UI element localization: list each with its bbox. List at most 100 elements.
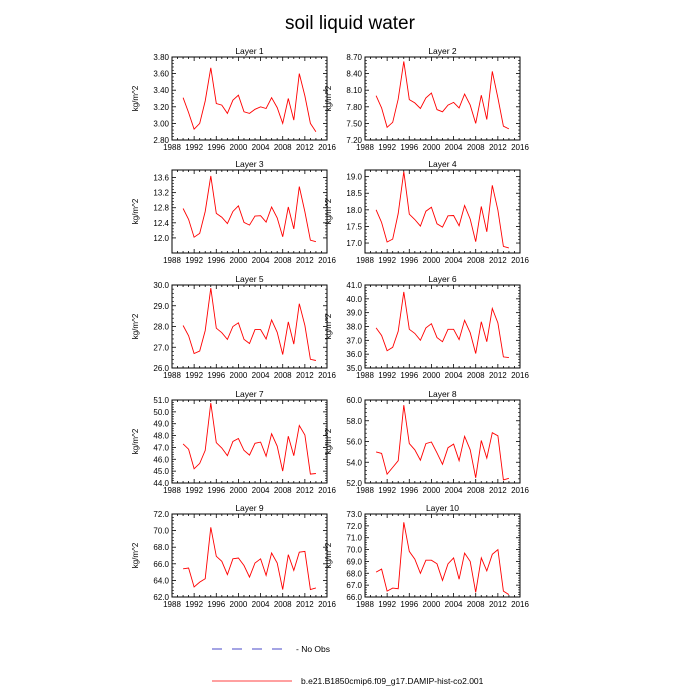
y-axis-label: kg/m^2: [324, 198, 333, 224]
x-tick-label: 1996: [400, 143, 418, 152]
x-tick-label: 1992: [185, 600, 203, 609]
x-tick-label: 2008: [467, 371, 485, 380]
y-tick-label: 7.50: [346, 119, 362, 128]
x-tick-label: 1992: [378, 143, 396, 152]
x-tick-label: 2012: [489, 143, 507, 152]
x-tick-label: 1996: [207, 486, 225, 495]
panel-layer-9: Layer 9 kg/m^2 1988 1992 1996 2000 2004 2008 201…: [131, 503, 336, 609]
x-tick-label: 2000: [230, 143, 248, 152]
y-tick-label: 71.0: [346, 534, 362, 543]
x-tick-label: 1992: [378, 371, 396, 380]
series-line: [183, 527, 317, 591]
y-axis-label: kg/m^2: [324, 428, 333, 454]
x-tick-label: 2016: [511, 486, 529, 495]
x-tick-label: 2000: [423, 600, 441, 609]
series-line: [182, 67, 317, 132]
plot-frame: [171, 399, 328, 484]
series-line: [182, 402, 316, 475]
panel-layer-8: Layer 8 kg/m^2 1988 1992 1996 2000 2004 2008 201…: [324, 389, 529, 495]
x-tick-label: 1996: [400, 256, 418, 265]
y-tick-label: 28.0: [153, 323, 169, 332]
panel-title: Layer 8: [428, 389, 457, 399]
x-tick-label: 1996: [207, 256, 225, 265]
y-tick-label: 68.0: [346, 569, 362, 578]
y-tick-label: 67.0: [346, 581, 362, 590]
y-tick-label: 13.6: [153, 174, 169, 183]
x-tick-label: 2004: [252, 371, 270, 380]
y-tick-label: 38.0: [346, 323, 362, 332]
plot-frame: [171, 284, 328, 369]
y-tick-label: 40.0: [346, 295, 362, 304]
panel-layer-6: Layer 6 kg/m^2 1988 1992 1996 2000 2004 2008 201…: [324, 274, 529, 380]
x-tick-label: 2016: [318, 256, 336, 265]
plot-frame: [364, 399, 521, 484]
panel-title: Layer 1: [235, 46, 264, 56]
x-tick-label: 2012: [296, 256, 314, 265]
y-tick-label: 70.0: [346, 546, 362, 555]
panel-title: Layer 9: [235, 503, 264, 513]
y-tick-label: 51.0: [153, 396, 169, 405]
y-tick-label: 26.0: [153, 364, 169, 373]
y-tick-label: 18.5: [346, 189, 362, 198]
y-tick-label: 64.0: [153, 576, 169, 585]
x-tick-label: 2016: [511, 600, 529, 609]
y-tick-label: 30.0: [153, 281, 169, 290]
x-tick-label: 1988: [356, 486, 374, 495]
y-tick-label: 54.0: [346, 458, 362, 467]
y-axis-label: kg/m^2: [131, 542, 140, 568]
x-tick-label: 2008: [467, 600, 485, 609]
y-tick-label: 7.80: [346, 103, 362, 112]
x-tick-label: 2016: [318, 143, 336, 152]
x-tick-label: 1992: [378, 600, 396, 609]
y-tick-label: 12.0: [153, 234, 169, 243]
legend-item-no-obs: - No Obs: [212, 644, 330, 654]
legend-label-no-obs: - No Obs: [296, 644, 330, 654]
y-tick-label: 18.0: [346, 206, 362, 215]
x-tick-label: 1996: [207, 143, 225, 152]
x-tick-label: 2012: [296, 600, 314, 609]
x-tick-label: 2000: [230, 256, 248, 265]
x-tick-label: 1996: [400, 600, 418, 609]
x-tick-label: 2008: [467, 486, 485, 495]
y-tick-label: 46.0: [153, 455, 169, 464]
x-tick-label: 2000: [423, 486, 441, 495]
plot-frame: [364, 169, 521, 254]
x-tick-label: 2004: [252, 256, 270, 265]
y-tick-label: 37.0: [346, 336, 362, 345]
x-tick-label: 1996: [207, 600, 225, 609]
y-tick-label: 41.0: [346, 281, 362, 290]
x-tick-label: 2008: [274, 600, 292, 609]
x-tick-label: 2004: [445, 486, 463, 495]
x-tick-label: 2008: [467, 143, 485, 152]
y-axis-label: kg/m^2: [131, 198, 140, 224]
y-tick-label: 17.5: [346, 222, 362, 231]
plot-frame: [171, 169, 328, 254]
y-tick-label: 56.0: [346, 438, 362, 447]
series-line: [375, 61, 510, 130]
y-tick-label: 12.4: [153, 219, 169, 228]
y-tick-label: 49.0: [153, 420, 169, 429]
x-tick-label: 2000: [230, 371, 248, 380]
y-tick-label: 58.0: [346, 417, 362, 426]
x-tick-label: 1996: [207, 371, 225, 380]
y-tick-label: 19.0: [346, 173, 362, 182]
panel-layer-4: Layer 4 kg/m^2 1988 1992 1996 2000 2004 2008 201…: [324, 159, 529, 265]
x-tick-label: 2008: [274, 143, 292, 152]
chart-panels: Layer 1 kg/m^2 1988 1992 1996 2000 2004 2008 201…: [131, 46, 529, 609]
panel-layer-10: Layer 10 kg/m^2 1988 1992 1996 2000 2004 2008 20…: [324, 503, 529, 609]
y-tick-label: 47.0: [153, 443, 169, 452]
x-tick-label: 1992: [185, 256, 203, 265]
x-tick-label: 2004: [445, 600, 463, 609]
x-tick-label: 2004: [252, 143, 270, 152]
x-tick-label: 1988: [163, 256, 181, 265]
y-axis-label: kg/m^2: [131, 428, 140, 454]
series-line: [375, 291, 509, 359]
x-tick-label: 1992: [378, 486, 396, 495]
y-tick-label: 29.0: [153, 302, 169, 311]
x-tick-label: 2016: [511, 143, 529, 152]
panel-layer-5: Layer 5 kg/m^2 1988 1992 1996 2000 2004 2008 201…: [131, 274, 336, 380]
y-tick-label: 3.80: [153, 53, 169, 62]
legend: - No Obs b.e21.B1850cmip6.f09_g17.DAMIP-…: [212, 644, 484, 686]
y-tick-label: 36.0: [346, 350, 362, 359]
plot-frame: [364, 513, 521, 598]
